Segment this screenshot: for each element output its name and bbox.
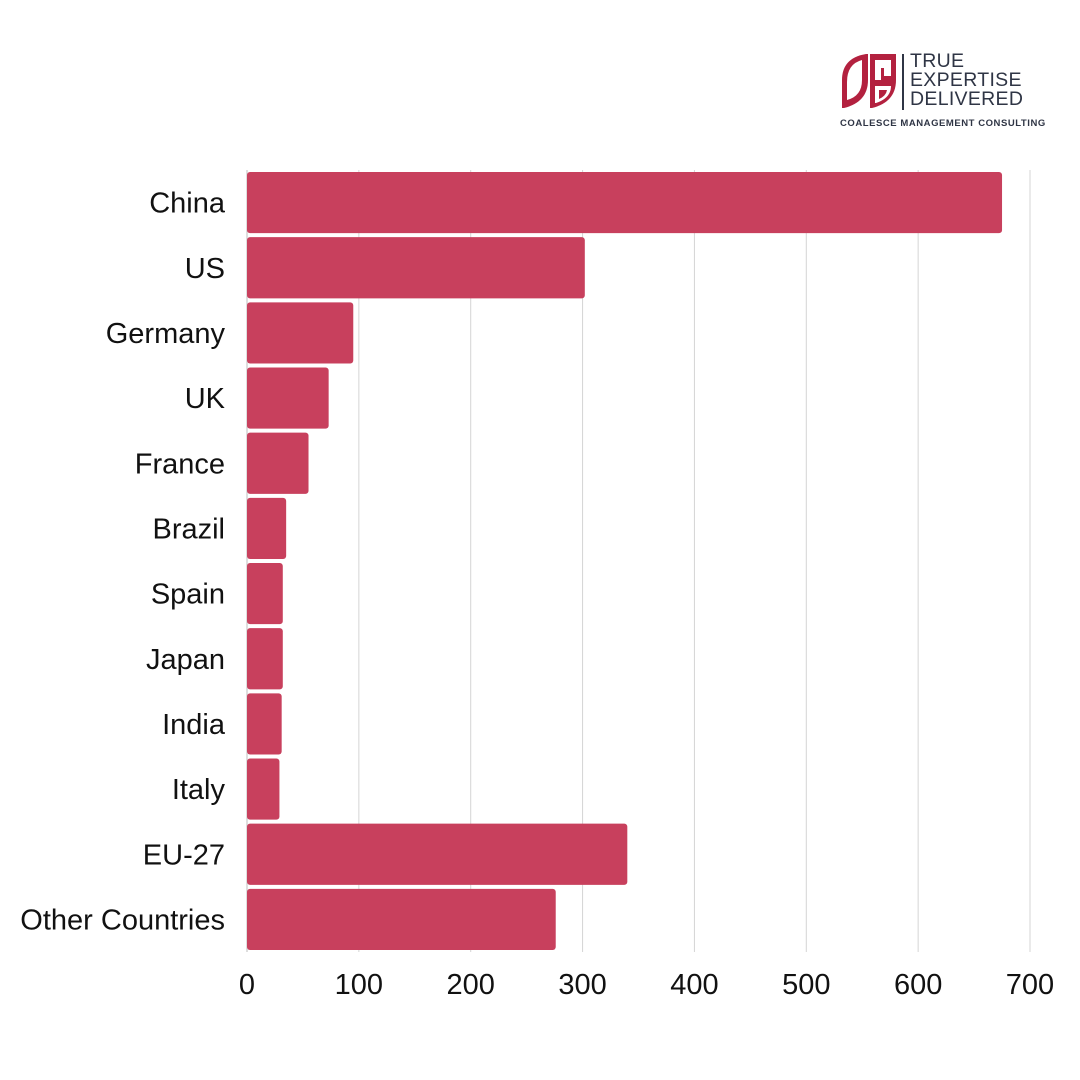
bar-italy	[247, 758, 280, 820]
x-tick-label: 600	[894, 969, 942, 1001]
category-labels: China US Germany UK France Brazil Spain Japan In…	[20, 188, 226, 937]
bar-japan	[247, 628, 283, 690]
x-tick-labels: 0 100 200 300 400 500 600 700	[239, 969, 1054, 1001]
category-label: Japan	[146, 644, 225, 676]
bar-eu-27	[247, 823, 628, 885]
category-label: Other Countries	[20, 904, 225, 936]
category-label: US	[185, 253, 225, 285]
company-name: COALESCE MANAGEMENT CONSULTING	[840, 118, 1046, 129]
category-label: EU-27	[143, 839, 225, 871]
tagline-line-2: EXPERTISE	[910, 69, 1022, 91]
bar-china	[247, 172, 1003, 234]
bars	[247, 172, 1003, 950]
x-tick-label: 700	[1006, 969, 1054, 1001]
x-tick-label: 500	[782, 969, 830, 1001]
x-tick-label: 0	[239, 969, 255, 1001]
category-label: Brazil	[152, 513, 225, 545]
category-label: France	[135, 448, 225, 480]
x-tick-label: 300	[558, 969, 606, 1001]
category-label: India	[162, 709, 226, 741]
bar-germany	[247, 302, 354, 364]
bar-us	[247, 237, 585, 299]
logo-divider	[902, 54, 904, 110]
tagline-line-1: TRUE	[910, 50, 965, 72]
x-tick-label: 100	[335, 969, 383, 1001]
logo-tagline: TRUE EXPERTISE DELIVERED	[910, 50, 1024, 110]
grid-lines	[246, 170, 1031, 952]
company-logo: TRUE EXPERTISE DELIVERED COALESCE MANAGE…	[838, 50, 1053, 130]
cmc-logo-icon	[842, 54, 896, 108]
bar-france	[247, 432, 309, 494]
x-tick-label: 200	[447, 969, 495, 1001]
bar-brazil	[247, 497, 287, 559]
bar-spain	[247, 563, 283, 625]
category-label: Italy	[172, 774, 226, 806]
category-label: Spain	[151, 579, 225, 611]
bar-other-countries	[247, 888, 556, 950]
category-label: UK	[185, 383, 226, 415]
tagline-line-3: DELIVERED	[910, 88, 1024, 110]
bar-uk	[247, 367, 329, 429]
x-tick-label: 400	[670, 969, 718, 1001]
bar-india	[247, 693, 282, 755]
category-label: Germany	[106, 318, 226, 350]
category-label: China	[149, 188, 226, 220]
